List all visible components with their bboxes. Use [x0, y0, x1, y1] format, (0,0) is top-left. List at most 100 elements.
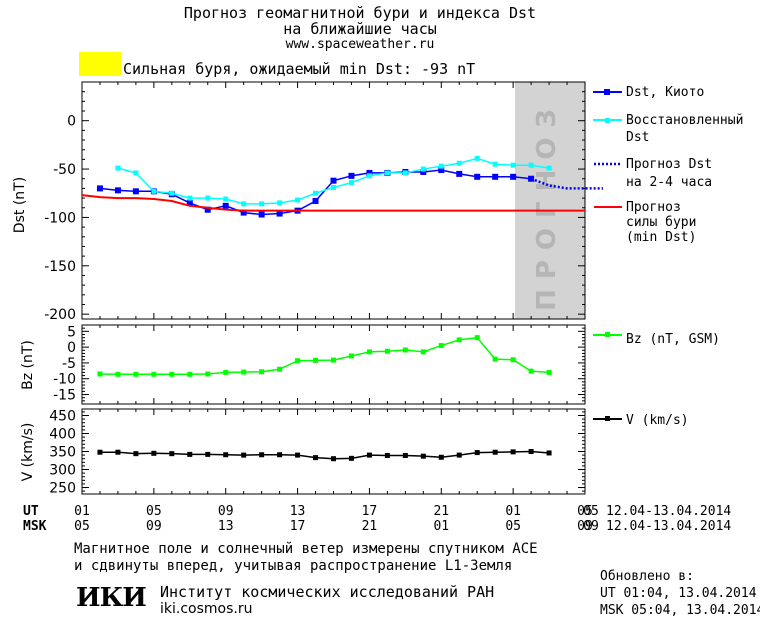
legend-reconstructed-dst-label: Восстановленный Dst: [626, 113, 751, 145]
data-point: [169, 190, 175, 196]
legend-forecast-line2: на 2-4 часа: [626, 175, 712, 190]
data-point: [241, 201, 247, 207]
data-point: [474, 450, 480, 456]
ut-tick-label: 13: [290, 504, 306, 519]
legend-dst-kyoto: Dst, Киото: [593, 85, 704, 100]
data-point: [456, 160, 462, 166]
data-point: [492, 161, 498, 167]
data-point: [313, 190, 319, 196]
data-point: [312, 197, 319, 204]
y-tick-label: -10: [53, 372, 76, 388]
msk-tick-label: 05: [505, 519, 521, 534]
legend-forecast-line1: Прогноз Dst: [626, 157, 712, 172]
msk-tick-label: 17: [290, 519, 306, 534]
data-point: [348, 172, 355, 179]
chart-subtitle: на ближайшие часы: [283, 20, 437, 38]
data-point: [187, 371, 193, 377]
legend-storm-forecast: Прогноз силы бури (min Dst): [594, 200, 704, 245]
legend-storm-line1: Прогноз: [626, 200, 681, 215]
y-tick-label: -100: [44, 210, 76, 226]
data-point: [222, 202, 229, 209]
series-line: [99, 336, 550, 376]
data-point: [510, 357, 516, 363]
data-point: [456, 170, 463, 177]
data-point: [331, 184, 336, 190]
data-point: [151, 371, 157, 377]
data-point: [510, 173, 517, 180]
legend-v: V (km/s): [593, 413, 689, 428]
data-point: [241, 452, 247, 458]
data-point: [474, 173, 481, 180]
institute-website-link[interactable]: iki.cosmos.ru: [160, 601, 253, 617]
y-tick-label: -15: [53, 388, 76, 404]
series-line: [99, 450, 550, 460]
data-point: [546, 165, 552, 171]
data-point: [438, 167, 445, 174]
chart-title: Прогноз геомагнитной бури и индекса Dst: [183, 4, 537, 22]
updated-ut: UT 01:04, 13.04.2014: [600, 586, 757, 601]
legend-reconstructed-dst: Восстановленный Dst: [593, 113, 751, 145]
legend-reconstructed-line1: Восстановленный: [626, 113, 743, 128]
y-tick-label: -5: [62, 356, 76, 372]
v-axis-label: V (km/s): [20, 423, 36, 482]
data-point: [438, 163, 444, 169]
data-point: [169, 371, 175, 377]
legend-storm-forecast-label: Прогноз силы бури (min Dst): [626, 200, 704, 245]
updated-title: Обновлено в:: [600, 569, 694, 584]
y-tick-label: 0: [67, 114, 76, 130]
data-point: [204, 206, 211, 213]
data-point: [366, 173, 372, 179]
data-point: [277, 452, 283, 458]
data-point: [366, 349, 372, 355]
data-point: [528, 449, 534, 454]
ut-tick-label: 01: [74, 504, 90, 519]
dst-panel-frame: [81, 81, 586, 320]
y-tick-label: 350: [49, 445, 76, 461]
website-link[interactable]: www.spaceweather.ru: [285, 37, 435, 52]
series-layer: [81, 155, 603, 462]
date-range-msk: 12.04-13.04.2014: [606, 519, 731, 534]
data-point: [474, 155, 480, 161]
legend-v-label: V (km/s): [626, 413, 689, 428]
ut-tick-label: 05: [146, 504, 162, 519]
data-point: [313, 357, 319, 363]
data-point: [331, 456, 336, 462]
msk-end-label: 09: [583, 519, 599, 534]
data-point: [259, 201, 265, 207]
data-point: [151, 450, 157, 456]
data-point: [456, 452, 462, 458]
data-point: [420, 453, 426, 459]
y-tick-label: -50: [53, 162, 76, 178]
data-point: [277, 200, 283, 206]
data-point: [438, 343, 444, 349]
legend-reconstructed-line2: Dst: [626, 130, 649, 145]
data-point: [348, 353, 354, 359]
legend-dst-forecast-label: Прогноз Dst на 2-4 часа: [626, 157, 720, 190]
legend-storm-line3: (min Dst): [626, 230, 696, 245]
data-point: [474, 335, 480, 341]
institute-name: Институт космических исследований РАН: [160, 583, 495, 601]
data-point: [295, 452, 301, 458]
legend-dst-kyoto-label: Dst, Киото: [626, 85, 704, 100]
data-point: [241, 369, 247, 375]
ut-tick-label: 01: [505, 504, 521, 519]
data-point: [187, 451, 193, 457]
data-point: [276, 210, 283, 217]
data-point: [510, 162, 516, 168]
data-point: [295, 358, 301, 364]
dst-axis-label: Dst (nT): [12, 177, 28, 233]
data-point: [348, 180, 354, 186]
data-point: [115, 449, 121, 455]
iki-logo[interactable]: ИКИ: [76, 583, 147, 613]
y-tick-label: 5: [67, 324, 76, 340]
data-point: [546, 450, 552, 456]
data-point: [223, 369, 229, 375]
data-point: [114, 187, 121, 194]
data-point: [115, 371, 121, 377]
forecast-band-label: ПРОГНОЗ: [532, 99, 562, 311]
ut-label: UT: [23, 504, 39, 519]
forecast-band: [515, 82, 585, 319]
data-point: [492, 173, 499, 180]
data-point: [258, 211, 265, 218]
